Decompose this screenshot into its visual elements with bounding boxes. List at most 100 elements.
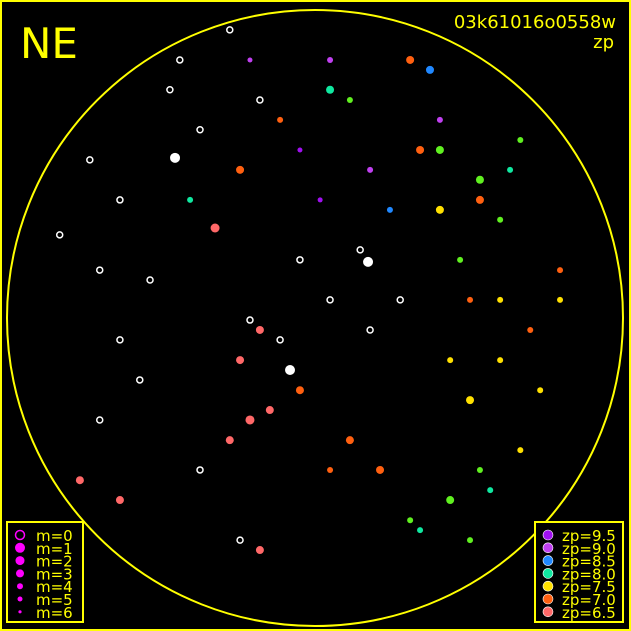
star-point [236,356,245,365]
color-legend-marker [542,606,554,618]
image-id: 03k61016o0558w [454,12,616,33]
star-point [446,496,455,505]
star-point [487,487,494,494]
star-point [115,496,124,505]
star-point [406,55,415,64]
star-point [497,296,504,303]
star-point [95,266,104,274]
star-point [557,296,564,303]
star-point [236,165,245,174]
star-point [366,326,374,334]
star-point [367,166,374,173]
color-legend-marker [542,580,554,592]
star-point [417,527,424,534]
star-point [537,387,544,394]
star-point [435,145,444,154]
size-legend-label: m=4 [36,578,73,596]
star-point [457,256,464,263]
star-point [226,26,234,34]
color-legend-label: zp=6.5 [562,604,616,622]
color-legend-label: zp=9.5 [562,527,616,545]
star-point [246,316,254,324]
size-legend-marker [17,583,23,590]
color-legend-marker [542,593,554,605]
color-legend-marker [542,542,554,554]
size-legend-marker [18,610,22,614]
star-point [116,196,124,204]
star-point [295,386,304,395]
star-point [196,466,204,474]
star-point [86,156,94,164]
star-point [285,365,296,376]
star-point [476,466,483,473]
star-point [346,97,353,104]
star-point [517,447,524,454]
star-point [475,175,484,184]
color-legend-marker [542,568,554,579]
star-point [517,137,524,144]
star-point [187,196,194,203]
star-point [277,116,284,123]
star-point [146,276,154,284]
star-point [425,65,434,74]
star-point [296,256,304,264]
star-point [407,517,414,524]
size-legend-marker [17,596,23,602]
color-legend-label: zp=9.0 [562,540,616,558]
star-point [116,336,124,344]
star-point [297,147,303,153]
star-point [176,56,184,64]
star-point [210,223,220,233]
star-point [317,197,323,203]
star-point [170,152,181,163]
color-label: zp [593,32,614,53]
size-legend-label: m=5 [36,591,73,609]
star-point [256,96,264,104]
data-points [55,26,564,555]
star-point [475,195,484,204]
star-point [225,436,234,445]
star-point [265,406,274,415]
star-point [255,546,264,555]
plot-title: NE [20,19,78,68]
star-point [327,466,334,473]
star-point [436,116,443,123]
star-point [95,416,104,424]
star-point [356,246,364,254]
size-legend-label: m=6 [36,604,73,622]
star-point [386,206,393,213]
size-legend-label: m=3 [36,565,73,583]
size-legend-marker [15,556,25,566]
color-legend-marker [542,529,554,541]
star-point [55,231,64,239]
size-legend-label: m=2 [36,553,73,571]
star-point [245,415,255,425]
star-point [363,256,374,267]
size-legend-label: m=1 [36,540,73,558]
color-legend-label: zp=8.0 [562,565,616,583]
star-point [466,396,475,405]
star-point [376,465,385,474]
star-point [557,267,564,274]
star-point [416,145,425,154]
color-legend-label: zp=7.5 [562,578,616,596]
star-point [326,296,334,304]
star-point [276,336,284,344]
star-point [136,376,144,384]
star-point [166,85,174,94]
star-point [236,536,244,544]
size-legend: m=0m=1m=2m=3m=4m=5m=6 [6,521,84,623]
horizon-circle [6,9,624,627]
star-point [467,296,474,303]
size-legend-marker [15,542,25,553]
star-point [326,85,335,94]
color-legend-marker [542,555,554,566]
star-point [497,216,504,223]
color-legend-label: zp=7.0 [562,591,616,609]
star-point [196,126,204,134]
star-point [255,325,264,334]
star-point [345,436,354,445]
star-point [327,56,334,63]
